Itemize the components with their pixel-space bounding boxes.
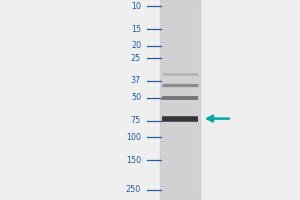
Text: 100: 100 xyxy=(126,133,141,142)
Text: 20: 20 xyxy=(131,41,141,50)
Text: 10: 10 xyxy=(131,2,141,11)
Text: 50: 50 xyxy=(131,93,141,102)
Text: 250: 250 xyxy=(126,185,141,194)
Bar xyxy=(160,0,200,200)
Text: 150: 150 xyxy=(126,156,141,165)
Text: 75: 75 xyxy=(131,116,141,125)
Text: 15: 15 xyxy=(131,25,141,34)
Text: 25: 25 xyxy=(131,54,141,63)
Text: 37: 37 xyxy=(131,76,141,85)
